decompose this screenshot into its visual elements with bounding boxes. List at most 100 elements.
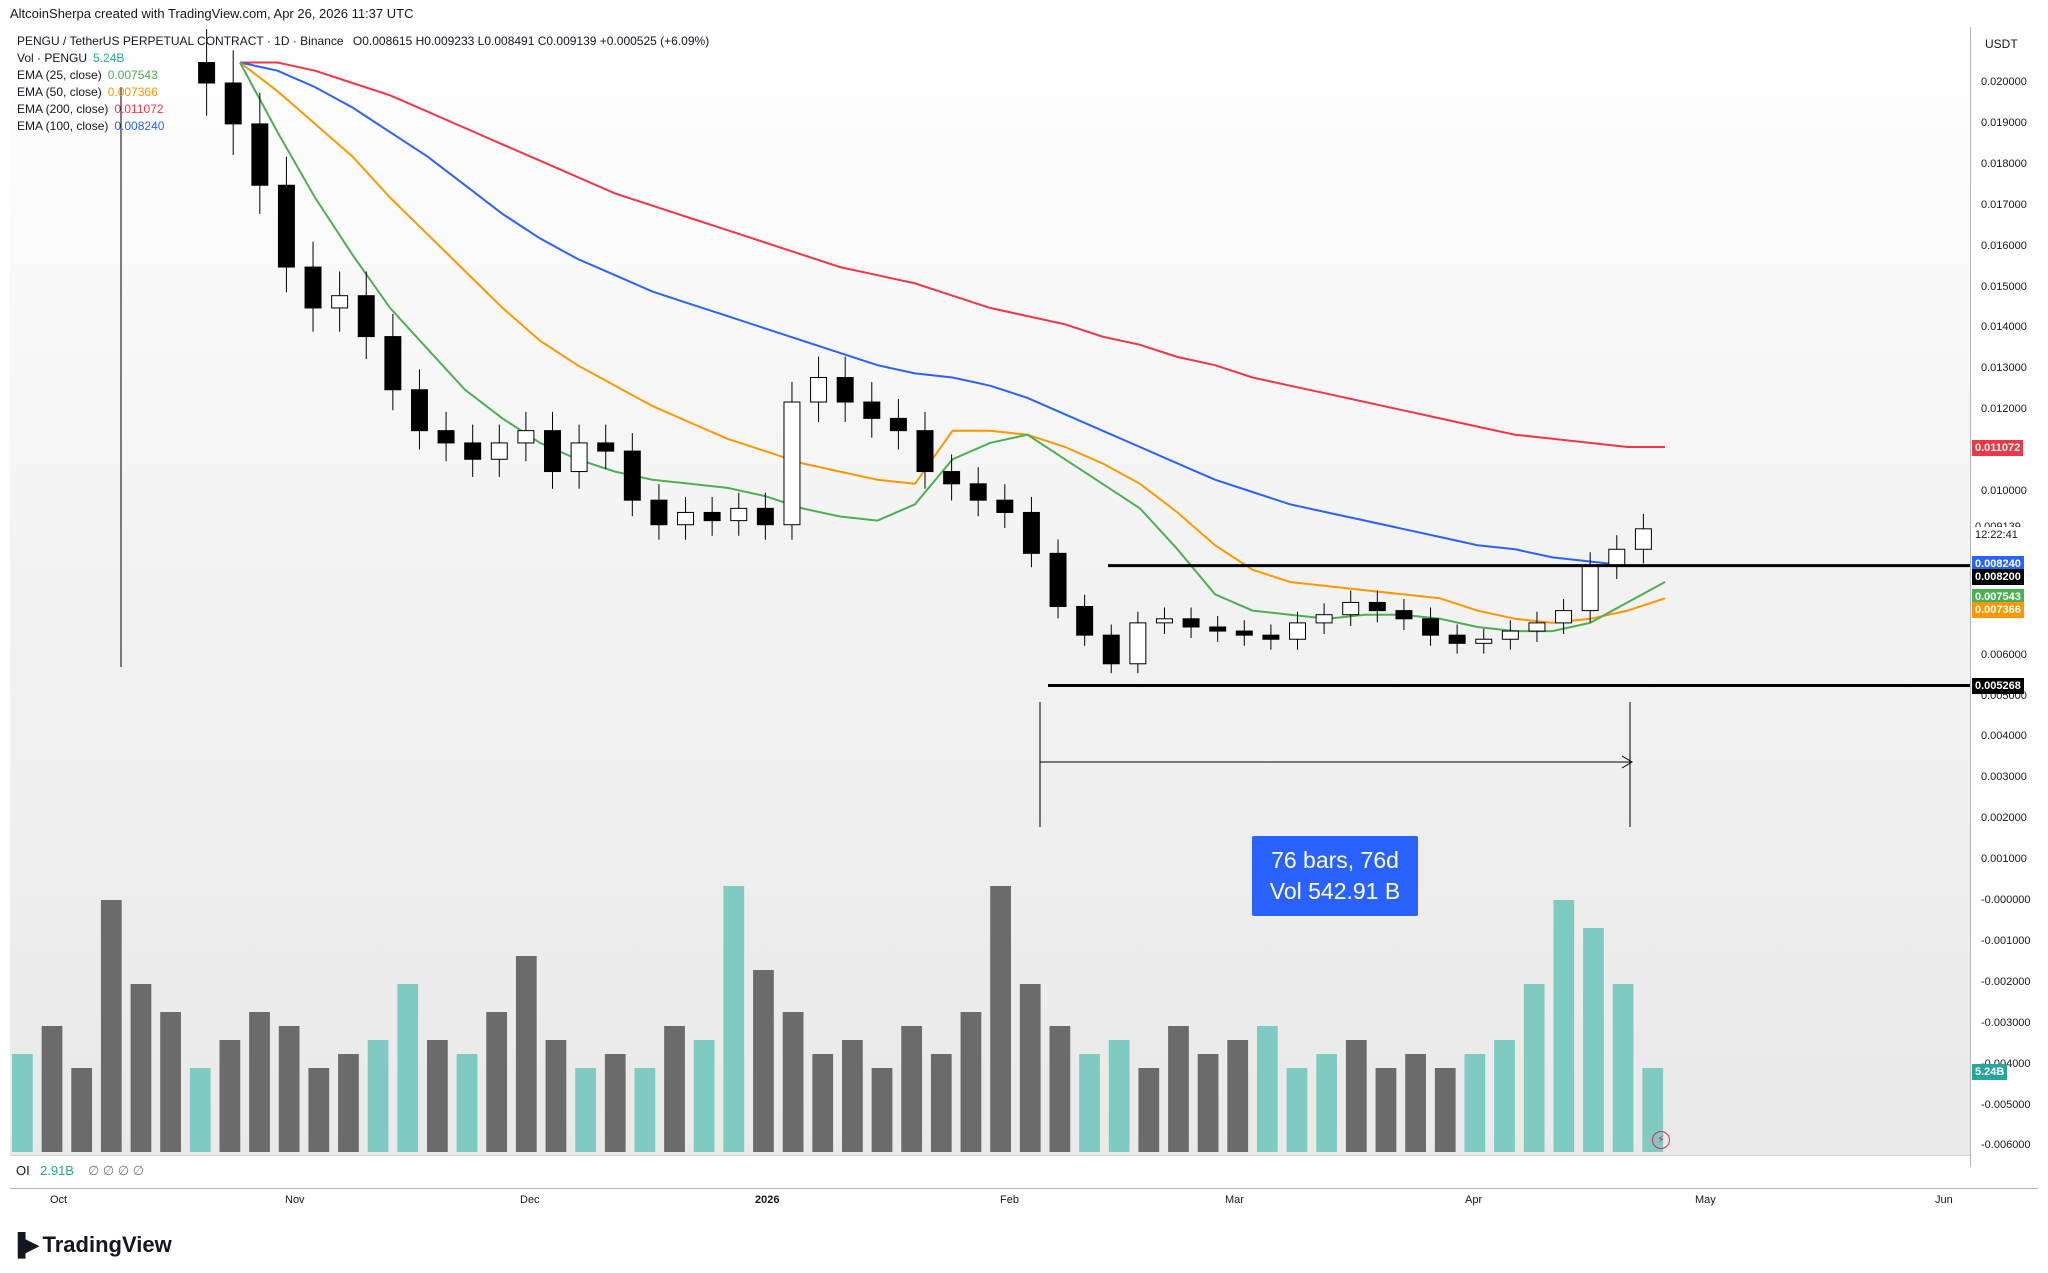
lightning-icon[interactable]: ⚡ xyxy=(1652,1131,1670,1149)
volume-bar xyxy=(278,1026,300,1152)
legend-row[interactable]: EMA (50, close) 0.007366 xyxy=(17,84,709,101)
price-tick-label: 0.016000 xyxy=(1981,239,2027,252)
price-tick-label: 0.019000 xyxy=(1981,116,2027,129)
measure-volume: Vol 542.91 B xyxy=(1269,878,1401,904)
volume-bar xyxy=(545,1040,567,1152)
candle-body xyxy=(1262,634,1280,640)
volume-bar xyxy=(1257,1026,1278,1152)
price-tick-label: 0.001000 xyxy=(1981,853,2027,866)
price-axis-unit[interactable]: USDT xyxy=(1985,37,2018,51)
chart-header: AltcoinSherpa created with TradingView.c… xyxy=(10,6,414,21)
ema-50-line xyxy=(239,61,1666,624)
volume-bar xyxy=(1197,1054,1219,1152)
symbol-title[interactable]: PENGU / TetherUS PERPETUAL CONTRACT · 1D… xyxy=(17,34,344,48)
price-tick-label: -0.001000 xyxy=(1981,934,2031,947)
volume-bar xyxy=(456,1054,478,1152)
price-badge: 12:22:41 xyxy=(1972,526,2021,543)
tradingview-mark-icon: ▐▶ xyxy=(10,1232,39,1257)
price-badge: 0.007543 xyxy=(1972,588,2024,605)
candle-body xyxy=(1076,606,1094,636)
price-tick-label: 0.015000 xyxy=(1981,280,2027,293)
candle-body xyxy=(836,376,854,403)
volume-bar xyxy=(1494,1040,1515,1152)
legend-row-value: 0.007366 xyxy=(107,85,158,99)
price-badge: 0.008200 xyxy=(1972,569,2024,586)
volume-bar xyxy=(901,1026,923,1152)
candle-body xyxy=(1608,548,1626,567)
candle-body xyxy=(810,376,828,403)
volume-bar xyxy=(812,1054,834,1152)
time-tick-label: Oct xyxy=(50,1194,68,1206)
volume-bar xyxy=(1138,1068,1160,1152)
volume-bar xyxy=(634,1068,656,1152)
candle-body xyxy=(1422,618,1440,636)
legend-row-label: EMA (100, close) xyxy=(17,119,109,133)
price-tick-label: 0.018000 xyxy=(1981,157,2027,170)
time-tick-label: 2026 xyxy=(755,1194,780,1206)
volume-bar xyxy=(1019,984,1041,1152)
legend-title-row[interactable]: PENGU / TetherUS PERPETUAL CONTRACT · 1D… xyxy=(17,33,709,50)
candle-body xyxy=(517,430,535,444)
candle-body xyxy=(1102,634,1120,665)
time-tick-label: Nov xyxy=(285,1194,305,1206)
volume-bar xyxy=(693,1040,715,1152)
oi-value: 2.91B xyxy=(40,1163,74,1178)
volume-bar xyxy=(219,1040,241,1152)
volume-bar xyxy=(1079,1054,1100,1152)
legend-row[interactable]: EMA (100, close) 0.008240 xyxy=(17,118,709,135)
volume-bar xyxy=(1375,1068,1397,1152)
candle-body xyxy=(969,483,987,501)
legend-row[interactable]: EMA (25, close) 0.007543 xyxy=(17,67,709,84)
price-badge: 0.005268 xyxy=(1972,677,2024,694)
price-tick-label: -0.002000 xyxy=(1981,975,2031,988)
volume-bar xyxy=(130,984,152,1152)
candle-body xyxy=(1155,618,1173,624)
candle-body xyxy=(1475,638,1493,644)
volume-bar xyxy=(308,1068,330,1152)
volume-bar xyxy=(189,1068,211,1152)
measure-arrow-head xyxy=(1621,755,1633,769)
volume-bar xyxy=(1583,928,1604,1152)
candle-body xyxy=(464,442,482,460)
volume-bar xyxy=(1049,1026,1071,1152)
volume-bar xyxy=(1168,1026,1189,1152)
legend-row[interactable]: EMA (200, close) 0.011072 xyxy=(17,101,709,118)
candle-body xyxy=(650,499,668,526)
volume-bar xyxy=(1405,1054,1426,1152)
volume-bar xyxy=(753,970,774,1152)
candle-body xyxy=(623,450,641,501)
volume-bar xyxy=(1316,1054,1338,1152)
volume-bar xyxy=(427,1040,448,1152)
candle-body xyxy=(916,430,934,473)
candle-body xyxy=(277,184,295,268)
candle-body xyxy=(224,82,242,125)
candle-body xyxy=(1528,622,1546,632)
candle-body xyxy=(1235,630,1253,636)
volume-bar xyxy=(575,1068,596,1152)
oi-indicator-strip: OI 2.91B ∅ ∅ ∅ ∅ xyxy=(10,1155,1970,1189)
candle-body xyxy=(1368,601,1386,612)
volume-bar xyxy=(960,1012,982,1152)
legend-row[interactable]: Vol · PENGU 5.24B xyxy=(17,50,709,67)
time-axis[interactable]: Oct Nov Dec 2026 Feb Mar Apr May Jun xyxy=(10,1188,2038,1213)
volume-bar xyxy=(842,1040,863,1152)
volume-bar xyxy=(990,886,1011,1152)
candle-body xyxy=(863,401,881,419)
volume-bar xyxy=(930,1054,952,1152)
volume-bar xyxy=(604,1054,626,1152)
ema-100-line xyxy=(239,61,1665,567)
legend-row-value: 0.011072 xyxy=(114,102,164,116)
chart-area[interactable] xyxy=(10,27,1970,1167)
price-tick-label: 0.020000 xyxy=(1981,76,2027,88)
candle-body xyxy=(730,507,748,522)
candle-body xyxy=(703,511,721,522)
oi-rest: ∅ ∅ ∅ ∅ xyxy=(88,1163,145,1178)
candle-body xyxy=(1581,565,1599,612)
price-chart-svg[interactable] xyxy=(10,27,1970,1167)
volume-bar xyxy=(1464,1054,1486,1152)
candle-body xyxy=(544,430,561,473)
candle-body xyxy=(1501,630,1519,640)
legend-row-value: 0.007543 xyxy=(107,68,158,82)
legend-row-label: EMA (200, close) xyxy=(17,102,109,116)
candle-body xyxy=(437,430,455,444)
